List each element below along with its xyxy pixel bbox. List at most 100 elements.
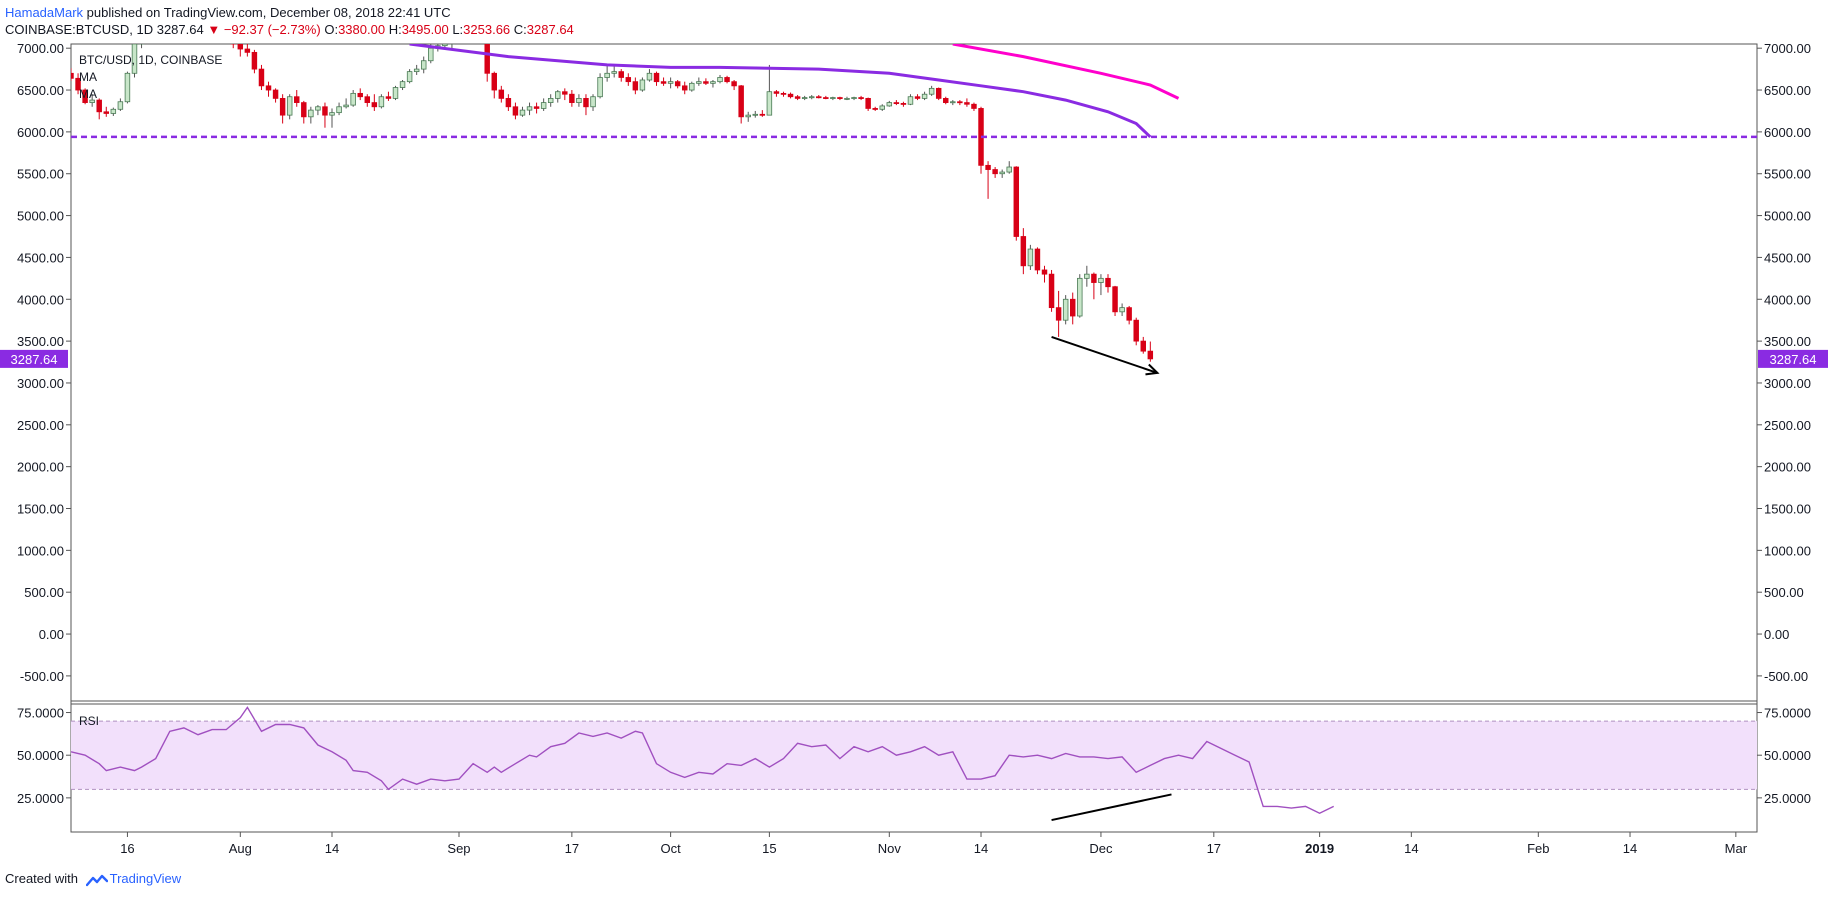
time-axis: 16 Aug 14 Sep 17 Oct 15 Nov 14 Dec 17 2019 14 Feb 14 Ma… <box>120 832 1748 856</box>
candle-body <box>230 44 236 45</box>
candle-body <box>117 101 124 110</box>
candle <box>1055 290 1062 337</box>
candle <box>639 77 646 92</box>
candle <box>547 94 554 107</box>
annotations-layer <box>1051 335 1172 822</box>
candle <box>505 94 512 111</box>
candle <box>279 94 286 124</box>
price-tags: 3287.64 3287.64 <box>0 349 1828 368</box>
rsi-right-tick-label: 50.0000 <box>1764 748 1811 763</box>
right-tick-label: 2500.00 <box>1764 418 1811 433</box>
candle-body <box>907 96 914 105</box>
candle <box>787 92 794 99</box>
candle <box>1091 272 1097 300</box>
candle-body <box>279 98 286 116</box>
left-price-axis: 7000.00 6500.00 6000.00 5500.00 5000.00 4500.… <box>17 41 71 684</box>
candle <box>780 91 787 97</box>
candle-body <box>124 72 131 103</box>
candle <box>717 74 723 84</box>
candle <box>357 88 363 101</box>
candle <box>971 102 977 111</box>
right-tick-label: 6500.00 <box>1764 83 1811 98</box>
candle-body <box>413 68 420 73</box>
candle <box>138 44 145 49</box>
candle <box>766 64 773 116</box>
last-price: 3287.64 <box>156 22 204 37</box>
candle <box>816 95 822 99</box>
rsi-axis: 75.0000 75.0000 50.0000 50.0000 25.0000 25.00… <box>17 706 1811 806</box>
time-tick-label: 14 <box>974 841 988 856</box>
time-tick-label: 17 <box>1207 841 1221 856</box>
candle <box>562 88 568 101</box>
candle <box>491 71 497 99</box>
candle-body <box>533 106 540 109</box>
candle-body <box>921 93 928 99</box>
candle-body <box>315 106 321 111</box>
candle <box>512 102 519 120</box>
candle-body <box>555 91 561 99</box>
candle-body <box>780 92 787 95</box>
candle <box>75 73 81 95</box>
candle <box>950 100 956 106</box>
time-tick-label: 14 <box>325 841 339 856</box>
symbol-line: COINBASE:BTCUSD, 1D <box>5 22 154 37</box>
candle <box>660 77 667 86</box>
time-tick-label: Feb <box>1527 841 1549 856</box>
candle-body <box>428 47 434 62</box>
candle-body <box>872 108 878 110</box>
author-link[interactable]: HamadaMark <box>5 5 84 20</box>
candle-body <box>1013 166 1020 237</box>
high-value: 3495.00 <box>401 22 449 37</box>
candle-body <box>519 109 526 116</box>
candle-body <box>471 36 476 40</box>
candle <box>985 161 991 199</box>
candle <box>667 77 674 89</box>
right-tick-label: 1000.00 <box>1764 543 1811 558</box>
candle <box>646 69 653 82</box>
candle-body <box>950 101 956 104</box>
main-pane[interactable] <box>70 43 1758 702</box>
candle-body <box>89 99 95 103</box>
candle <box>251 49 258 74</box>
candle-body <box>590 96 596 108</box>
candle-body <box>632 81 639 91</box>
candle-body <box>823 97 829 99</box>
candle-body <box>1069 298 1076 317</box>
right-tick-label: 2000.00 <box>1764 460 1811 475</box>
candle-body <box>935 87 942 99</box>
candle <box>1048 269 1055 312</box>
left-tick-label: 6000.00 <box>17 125 64 140</box>
candle-body <box>745 114 751 118</box>
candle <box>237 44 244 57</box>
candle <box>478 31 483 44</box>
time-tick-label: 16 <box>120 841 134 856</box>
candle-body <box>625 77 632 83</box>
candle-body <box>653 72 660 83</box>
tradingview-link[interactable]: TradingView <box>109 871 182 886</box>
candle <box>1098 274 1104 296</box>
candle-body <box>858 97 864 99</box>
candle <box>978 106 984 174</box>
candle-body <box>971 103 977 109</box>
candle-body <box>773 91 780 94</box>
candle-body <box>1006 166 1012 173</box>
candle <box>540 98 547 111</box>
candle-body <box>512 106 519 116</box>
rsi-left-tick-label: 25.0000 <box>17 791 64 806</box>
left-tick-label: 4000.00 <box>17 292 64 307</box>
candle-body <box>457 38 462 41</box>
right-tick-label: 1500.00 <box>1764 502 1811 517</box>
candle <box>759 110 766 117</box>
candle <box>872 106 878 111</box>
candle-body <box>689 82 695 91</box>
candle <box>265 81 272 97</box>
candle <box>738 85 744 124</box>
candle <box>533 102 540 114</box>
candle <box>526 102 533 116</box>
candle-body <box>1140 340 1146 352</box>
candle-body <box>420 60 427 70</box>
candle <box>449 44 455 49</box>
time-tick-label: Dec <box>1089 841 1113 856</box>
left-tick-label: 500.00 <box>24 585 64 600</box>
